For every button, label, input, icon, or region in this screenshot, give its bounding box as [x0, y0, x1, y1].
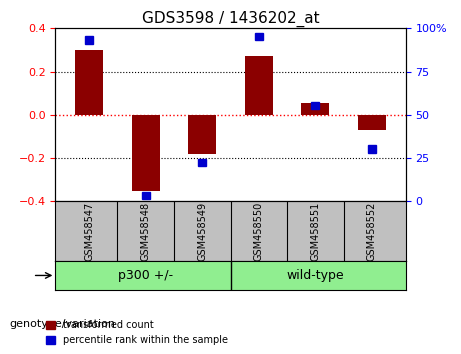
- Text: GSM458548: GSM458548: [141, 201, 151, 261]
- Bar: [358, 115, 386, 130]
- FancyBboxPatch shape: [255, 33, 263, 40]
- Text: GSM458549: GSM458549: [197, 201, 207, 261]
- Bar: [131, 115, 160, 190]
- FancyBboxPatch shape: [142, 192, 150, 199]
- Text: wild-type: wild-type: [286, 269, 344, 282]
- FancyBboxPatch shape: [85, 36, 93, 44]
- Text: GSM458552: GSM458552: [367, 201, 377, 261]
- Title: GDS3598 / 1436202_at: GDS3598 / 1436202_at: [142, 11, 319, 27]
- Bar: [188, 115, 216, 154]
- FancyBboxPatch shape: [198, 159, 206, 166]
- Text: genotype/variation: genotype/variation: [9, 319, 115, 329]
- Legend: transformed count, percentile rank within the sample: transformed count, percentile rank withi…: [42, 316, 232, 349]
- Text: p300 +/-: p300 +/-: [118, 269, 173, 282]
- Bar: [75, 50, 103, 115]
- Text: GSM458547: GSM458547: [84, 201, 94, 261]
- Text: GSM458551: GSM458551: [310, 201, 320, 261]
- FancyBboxPatch shape: [368, 145, 376, 153]
- Bar: [245, 56, 273, 115]
- Text: GSM458550: GSM458550: [254, 201, 264, 261]
- Bar: [301, 103, 330, 115]
- FancyBboxPatch shape: [311, 102, 319, 109]
